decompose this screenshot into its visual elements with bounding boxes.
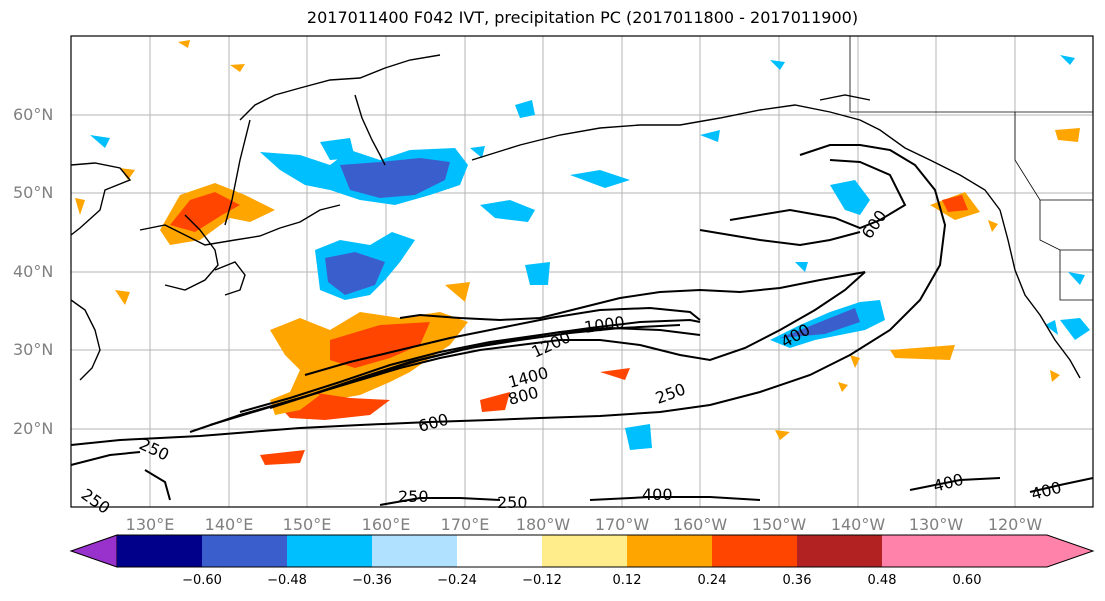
negative-precip-patches xyxy=(90,55,1090,450)
colorbar-bin xyxy=(457,535,542,567)
colorbar-tick-label: 0.12 xyxy=(612,573,642,588)
lon-label-170e: 170°E xyxy=(440,515,490,534)
lon-label-120w: 120°W xyxy=(987,515,1043,534)
colorbar-tick-label: −0.36 xyxy=(352,573,392,588)
lon-label-160e: 160°E xyxy=(361,515,411,534)
ivt-contours xyxy=(70,144,1094,506)
colorbar-bin xyxy=(712,535,797,567)
colorbar-extend-min xyxy=(69,534,118,568)
lat-label-30n: 30°N xyxy=(13,340,54,359)
colorbar-bin xyxy=(372,535,457,567)
colorbar-bin xyxy=(287,535,372,567)
coastlines xyxy=(70,54,1081,381)
lon-label-140e: 140°E xyxy=(204,515,254,534)
colorbar-tick-label: 0.36 xyxy=(782,573,812,588)
contour-label-250-b: 250 xyxy=(398,487,429,506)
colorbar-bin xyxy=(797,535,882,567)
lon-label-150w: 150°W xyxy=(751,515,807,534)
colorbar-bin xyxy=(882,535,967,567)
lon-label-170w: 170°W xyxy=(594,515,650,534)
colorbar-tick-label: −0.60 xyxy=(182,573,222,588)
lon-label-150e: 150°E xyxy=(282,515,332,534)
lat-label-60n: 60°N xyxy=(13,105,54,124)
colorbar-bin xyxy=(627,535,712,567)
map-frame xyxy=(70,35,1094,508)
lon-label-140w: 140°W xyxy=(830,515,886,534)
contour-label-250-c: 250 xyxy=(497,493,528,512)
lat-label-20n: 20°N xyxy=(13,419,54,438)
colorbar-tick-label: −0.24 xyxy=(437,573,477,588)
lat-label-50n: 50°N xyxy=(13,183,54,202)
borders xyxy=(849,36,1093,301)
lat-label-40n: 40°N xyxy=(13,262,54,281)
colorbar-bin xyxy=(542,535,627,567)
lon-label-130w: 130°W xyxy=(908,515,964,534)
contour-label-400-a: 400 xyxy=(642,485,673,504)
lon-label-130e: 130°E xyxy=(125,515,175,534)
colorbar-extend-max xyxy=(967,535,1093,567)
colorbar-tick-label: 0.60 xyxy=(952,573,982,588)
colorbar-tick-label: −0.12 xyxy=(522,573,562,588)
colorbar-bin xyxy=(117,535,202,567)
map-title: 2017011400 F042 IVT, precipitation PC (2… xyxy=(306,8,859,27)
colorbar-tick-label: 0.24 xyxy=(697,573,727,588)
colorbar-outline xyxy=(117,534,1095,568)
colorbar-bin xyxy=(202,535,287,567)
colorbar-tick-label: 0.48 xyxy=(867,573,897,588)
colorbar-tick-label: −0.48 xyxy=(267,573,307,588)
colorbar xyxy=(69,534,1095,568)
lon-label-160w: 160°W xyxy=(672,515,728,534)
lon-label-180w: 180°W xyxy=(515,515,571,534)
